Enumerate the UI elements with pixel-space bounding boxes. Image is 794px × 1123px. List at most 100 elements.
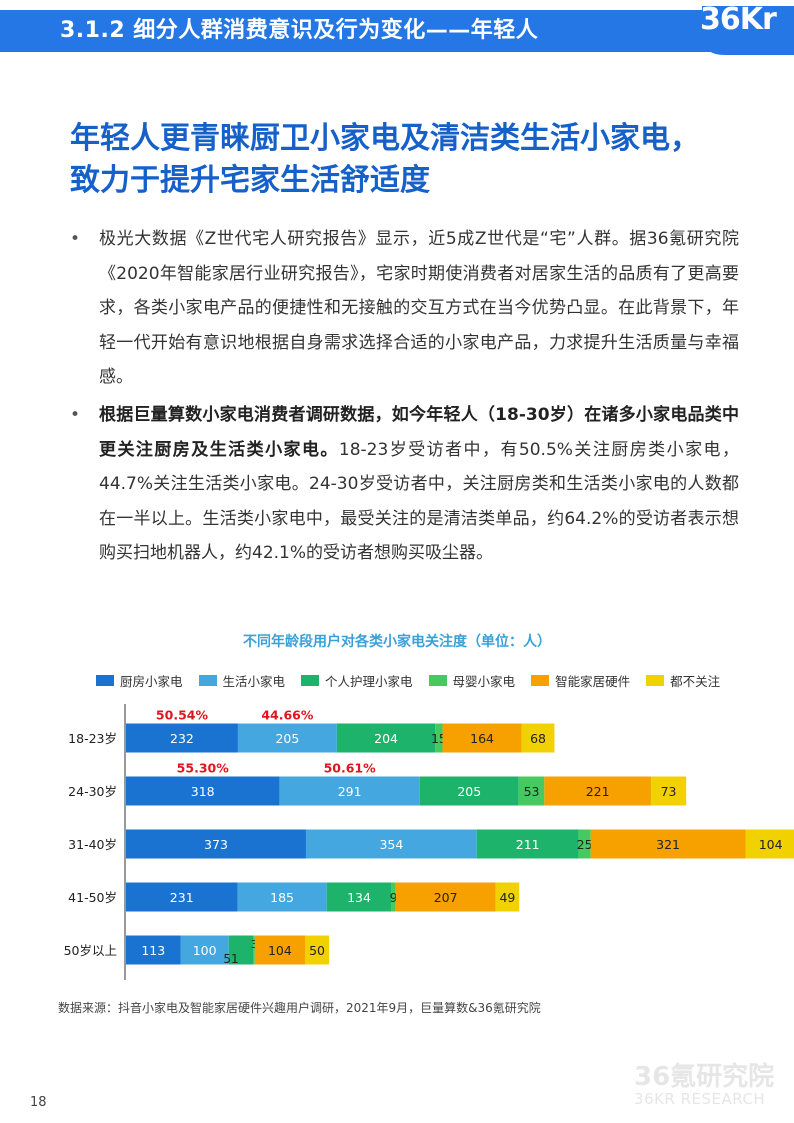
data-label: 100 (193, 943, 217, 958)
bar-segment (228, 935, 254, 965)
data-label: 51 (223, 952, 238, 966)
category-label: 50岁以上 (64, 943, 117, 958)
bar-segment (126, 776, 280, 806)
bar-segment (476, 829, 579, 859)
data-label: 354 (379, 837, 403, 852)
legend-item: 厨房小家电 (96, 671, 183, 690)
section-title: 3.1.2 细分人群消费意识及行为变化——年轻人 (60, 18, 539, 43)
bullet-body-text: 18-23岁受访者中，有50.5%关注厨房类小家电，44.7%关注生活类小家电。… (99, 439, 739, 564)
data-label: 113 (141, 943, 165, 958)
bar-segment (395, 882, 496, 912)
legend-swatch (428, 674, 447, 686)
bar-segment (279, 776, 420, 806)
chart-title: 不同年龄段用户对各类小家电关注度（单位：人） (243, 634, 551, 650)
legend-label: 母婴小家电 (452, 673, 516, 689)
bar-segment (180, 935, 229, 965)
legend-item: 母婴小家电 (428, 671, 516, 690)
data-label: 73 (661, 784, 677, 799)
category-label: 18-23岁 (68, 731, 117, 746)
data-label: 205 (457, 784, 481, 799)
legend-item: 都不关注 (646, 671, 720, 690)
headline-line-1: 年轻人更青睐厨卫小家电及清洁类生活小家电， (70, 121, 700, 156)
data-label: 49 (499, 890, 515, 905)
bar-segment (126, 882, 238, 912)
legend-swatch (198, 674, 217, 686)
data-label: 205 (275, 731, 299, 746)
legend-label: 智能家居硬件 (555, 673, 631, 689)
bar-segment (745, 829, 794, 859)
legend-swatch (301, 674, 320, 686)
data-label: 232 (170, 731, 194, 746)
data-source-note: 数据来源：抖音小家电及智能家居硬件兴趣用户调研，2021年9月，巨量算数&36氪… (58, 1001, 541, 1015)
watermark-cn: 36氪研究院 (634, 1062, 775, 1092)
data-label: 321 (656, 837, 680, 852)
legend-swatch (96, 674, 114, 686)
bar-segment (590, 829, 746, 859)
data-label: 50 (309, 943, 325, 958)
bar-segment (126, 935, 181, 965)
bullet-body-text: 极光大数据《Z世代宅人研究报告》显示，近5成Z世代是“宅”人群。据36氪研究院《… (99, 229, 739, 387)
bar-segment (650, 776, 687, 806)
percent-annotation: 50.54% (156, 708, 209, 723)
percent-annotation: 55.30% (177, 761, 230, 776)
data-label: 204 (374, 731, 398, 746)
bar-segment (254, 935, 306, 965)
bar-segment (578, 829, 591, 859)
bar-segment (305, 829, 477, 859)
data-label: 9 (390, 890, 398, 905)
category-label: 41-50岁 (68, 890, 117, 905)
chart-legend: 厨房小家电 生活小家电 个人护理小家电 母婴小家电 智能家居硬件 都不关注 (96, 671, 736, 689)
data-label: 211 (516, 837, 540, 852)
legend-item: 生活小家电 (198, 671, 286, 690)
data-label: 291 (338, 784, 362, 799)
legend-label: 个人护理小家电 (325, 673, 413, 689)
legend-swatch (646, 674, 665, 686)
page-number: 18 (30, 1095, 47, 1110)
data-label: 373 (204, 837, 228, 852)
bar-segment (495, 882, 520, 912)
bar-segment (521, 723, 555, 753)
bar-segment (435, 723, 443, 753)
bar-segment (237, 723, 337, 753)
bullet-text: 极光大数据《Z世代宅人研究报告》显示，近5成Z世代是“宅”人群。据36氪研究院《… (99, 222, 739, 395)
category-label: 31-40岁 (68, 837, 117, 852)
watermark-en: 36KR RESEARCH (634, 1090, 766, 1108)
data-label: 318 (191, 784, 215, 799)
headline-line-2: 致力于提升宅家生活舒适度 (70, 163, 430, 198)
bar-segment (305, 935, 330, 965)
bar-segment (253, 935, 255, 965)
bullet-dot-icon: • (70, 405, 81, 425)
bar-segment (419, 776, 519, 806)
data-label: 164 (470, 731, 494, 746)
legend-label: 生活小家电 (222, 673, 286, 689)
bullet-dot-icon: • (70, 229, 81, 249)
category-label: 24-30岁 (68, 784, 117, 799)
bar-segment (518, 776, 545, 806)
legend-item: 个人护理小家电 (301, 671, 413, 690)
data-label: 104 (268, 943, 292, 958)
legend-swatch (531, 674, 550, 686)
bar-segment (336, 723, 436, 753)
data-label: 53 (524, 784, 540, 799)
brand-logo (694, 0, 794, 55)
bar-segment (326, 882, 392, 912)
brand-logo-text: 36Kr (700, 2, 777, 37)
bar-segment (126, 829, 306, 859)
bar-segment (544, 776, 651, 806)
data-label: 221 (586, 784, 610, 799)
legend-label: 都不关注 (670, 673, 721, 689)
data-label: 207 (434, 890, 458, 905)
data-label: 134 (347, 890, 371, 905)
bar-segment (442, 723, 522, 753)
percent-annotation: 44.66% (261, 708, 314, 723)
data-label: 68 (530, 731, 546, 746)
legend-label: 厨房小家电 (120, 673, 183, 689)
bar-segment (237, 882, 327, 912)
bullet-bold-text: 根据巨量算数小家电消费者调研数据，如今年轻人（18-30岁）在诸多小家电品类中更… (99, 405, 739, 460)
legend-item: 智能家居硬件 (531, 671, 630, 690)
header-bar (0, 10, 740, 52)
data-label: 25 (577, 837, 593, 852)
percent-annotation: 50.61% (324, 761, 377, 776)
data-label: 3 (251, 938, 258, 951)
